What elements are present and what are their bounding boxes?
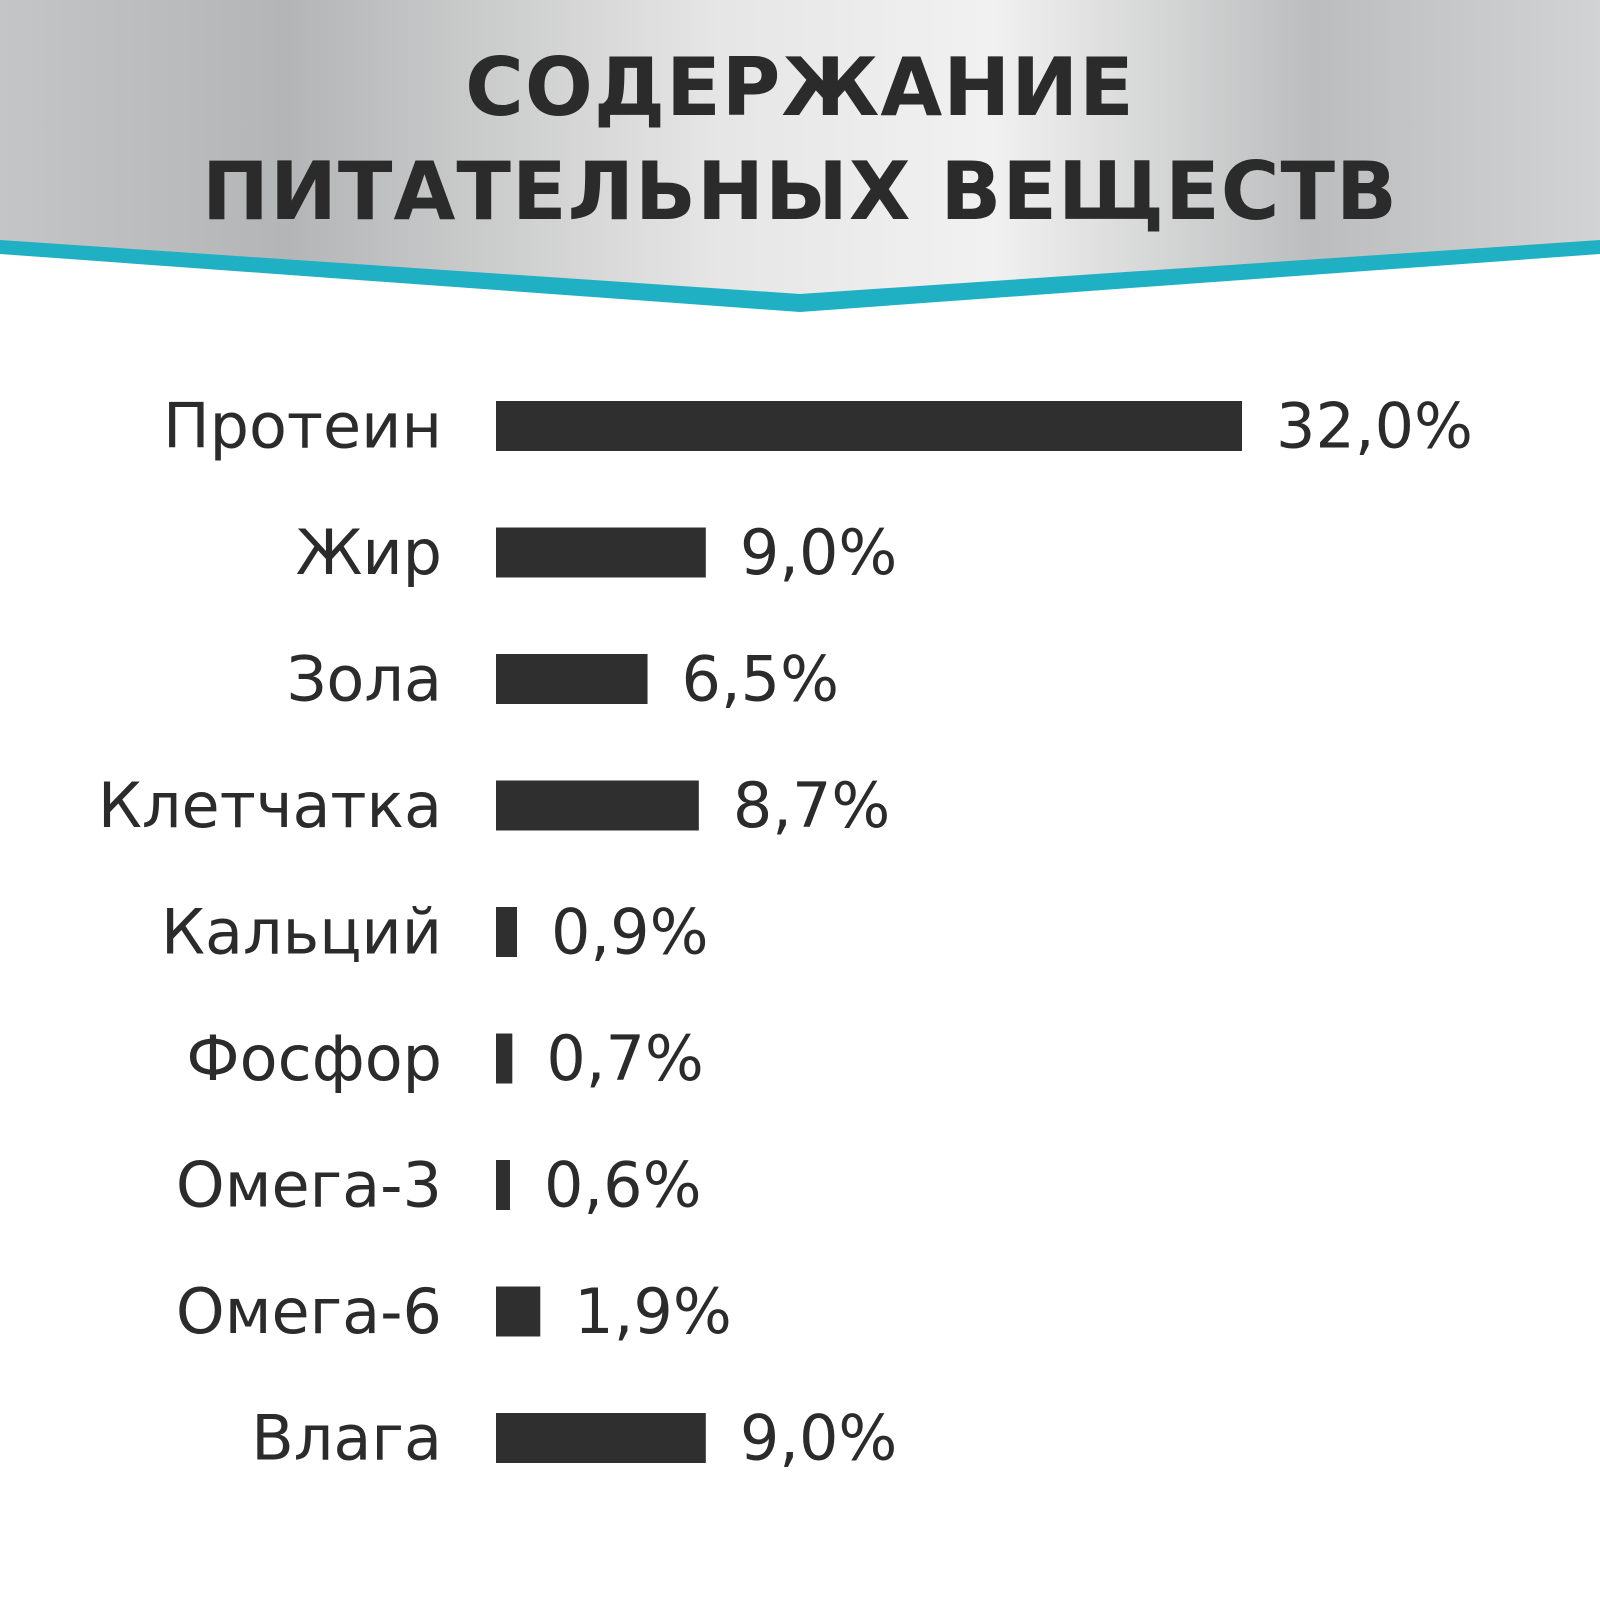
- category-label: Влага: [251, 1402, 442, 1475]
- bar: [496, 1413, 706, 1463]
- category-label: Протеин: [163, 390, 442, 463]
- value-label: 1,9%: [574, 1275, 732, 1348]
- value-label: 9,0%: [740, 516, 898, 589]
- bar: [496, 1286, 541, 1337]
- header-accent-stripe: [0, 236, 1600, 312]
- value-label: 0,9%: [551, 896, 709, 969]
- category-label: Кальций: [161, 896, 442, 969]
- header-silver-band: [0, 0, 1600, 294]
- bar: [496, 1160, 510, 1210]
- page-title-line-1: СОДЕРЖАНИЕ: [465, 41, 1135, 134]
- bar: [496, 907, 517, 957]
- value-label: 6,5%: [682, 643, 840, 716]
- value-label: 32,0%: [1276, 390, 1473, 463]
- value-label: 9,0%: [740, 1402, 898, 1475]
- bar: [496, 401, 1242, 451]
- page-title-line-2: ПИТАТЕЛЬНЫХ ВЕЩЕСТВ: [202, 145, 1398, 238]
- category-label: Жир: [296, 516, 442, 589]
- category-label: Омега-6: [176, 1275, 442, 1348]
- header-banner: [0, 0, 1600, 312]
- bar: [496, 780, 699, 831]
- value-label: 0,6%: [544, 1149, 702, 1222]
- category-label: Омега-3: [176, 1149, 442, 1222]
- value-label: 0,7%: [546, 1022, 704, 1095]
- bar: [496, 1033, 513, 1084]
- category-label: Зола: [287, 643, 442, 716]
- category-label: Клетчатка: [98, 769, 442, 842]
- page-title: СОДЕРЖАНИЕ ПИТАТЕЛЬНЫХ ВЕЩЕСТВ: [0, 36, 1600, 244]
- category-label: Фосфор: [186, 1022, 442, 1095]
- bar: [496, 654, 648, 704]
- value-label: 8,7%: [733, 769, 891, 842]
- bar: [496, 527, 706, 578]
